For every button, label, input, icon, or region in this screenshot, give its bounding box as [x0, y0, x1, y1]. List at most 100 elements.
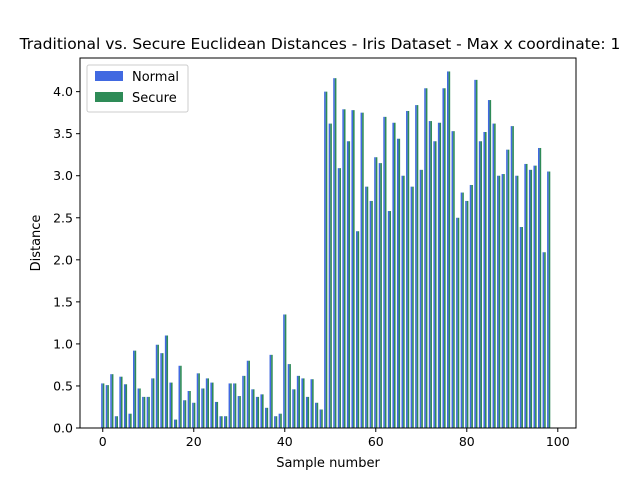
bar-secure [193, 402, 196, 428]
bar-secure [225, 416, 228, 428]
bar-secure [403, 175, 405, 428]
bar-secure [252, 389, 255, 428]
bar-normal [510, 126, 513, 429]
bar-secure [484, 132, 487, 428]
bar-normal [155, 344, 158, 428]
bar-secure [312, 379, 314, 428]
plot-frame [79, 57, 577, 429]
bar-secure [102, 383, 105, 428]
bar-secure [262, 394, 264, 428]
y-axis-label: Distance [29, 215, 44, 272]
bar-normal [442, 88, 445, 429]
bar-normal [451, 131, 454, 428]
bar-secure [125, 384, 128, 428]
bar-secure [530, 169, 533, 428]
bar-normal [419, 169, 422, 428]
bar-normal [456, 217, 458, 428]
bar-normal [538, 147, 540, 429]
bar-secure [175, 419, 178, 428]
bar-secure [120, 376, 123, 428]
bar-normal [378, 163, 381, 429]
bar-secure [221, 416, 223, 428]
y-tick-label: 1.5 [53, 294, 73, 309]
bar-secure [166, 335, 169, 428]
bar-secure [143, 396, 146, 428]
bar-secure [393, 122, 396, 428]
bar-normal [410, 186, 413, 428]
bar-secure [343, 109, 346, 429]
bar-normal [133, 350, 135, 428]
bar-normal [469, 184, 472, 428]
bar-secure [375, 157, 378, 429]
bar-secure [171, 382, 173, 428]
x-tick-label: 80 [459, 434, 475, 449]
bar-normal [192, 402, 194, 428]
bar-normal [310, 379, 313, 428]
bar-secure [516, 175, 519, 428]
bar-normal [519, 227, 522, 428]
bar-secure [161, 353, 164, 428]
y-tick-label: 2.0 [53, 252, 73, 267]
bar-normal [142, 396, 144, 428]
bar-normal [278, 413, 281, 428]
bar-secure [548, 171, 551, 428]
bar-secure [453, 131, 455, 428]
bar-normal [542, 252, 545, 428]
bar-secure [489, 100, 492, 429]
bar-normal [242, 375, 244, 428]
bar-secure [544, 252, 546, 428]
bar-secure [430, 121, 432, 428]
y-tick-label: 0.0 [53, 421, 73, 436]
y-tick-label: 0.5 [53, 378, 73, 393]
bar-secure [416, 105, 419, 428]
bar-secure [384, 116, 387, 429]
bar-secure [462, 192, 464, 428]
bar-normal [328, 123, 331, 428]
bar-secure [293, 389, 296, 428]
bar-secure [339, 168, 341, 428]
bar-secure [380, 163, 382, 429]
bar-normal [224, 416, 226, 428]
bar-normal [269, 354, 272, 428]
bar-normal [146, 396, 149, 428]
bar-normal [305, 396, 308, 428]
bar-secure [148, 396, 150, 428]
bar-secure [325, 91, 328, 428]
bar-normal [237, 396, 240, 428]
y-tick-label: 4.0 [53, 84, 73, 99]
bar-normal [387, 211, 390, 428]
bar-normal [196, 373, 199, 428]
bar-secure [425, 88, 428, 429]
x-tick-label: 20 [186, 434, 202, 449]
bar-secure [271, 354, 273, 428]
bar-secure [321, 409, 323, 428]
bar-normal [201, 388, 203, 428]
bar-secure [512, 126, 514, 429]
bar-normal [374, 157, 376, 429]
bar-normal [301, 378, 303, 428]
bar-normal [351, 110, 354, 428]
bar-normal [355, 231, 358, 428]
bar-secure [248, 360, 250, 428]
bar-normal [173, 419, 176, 428]
bar-normal [446, 71, 449, 428]
bar-normal [105, 385, 108, 428]
legend-swatch-secure [95, 92, 123, 102]
bar-secure [525, 163, 528, 428]
y-tick-label: 1.0 [53, 336, 73, 351]
bar-normal [260, 394, 263, 428]
bar-secure [207, 378, 209, 428]
chart-title: Traditional vs. Secure Euclidean Distanc… [19, 35, 621, 53]
y-tick-label: 3.5 [53, 126, 73, 141]
bar-secure [266, 407, 269, 428]
bar-normal [528, 169, 531, 428]
bar-normal [337, 168, 340, 428]
bar-secure [298, 375, 301, 428]
bar-secure [334, 78, 337, 429]
bar-secure [444, 88, 446, 429]
bar-secure [189, 391, 191, 428]
bar-secure [152, 378, 155, 428]
bar-normal [164, 335, 167, 428]
bar-secure [366, 186, 369, 428]
bar-secure [507, 149, 510, 428]
